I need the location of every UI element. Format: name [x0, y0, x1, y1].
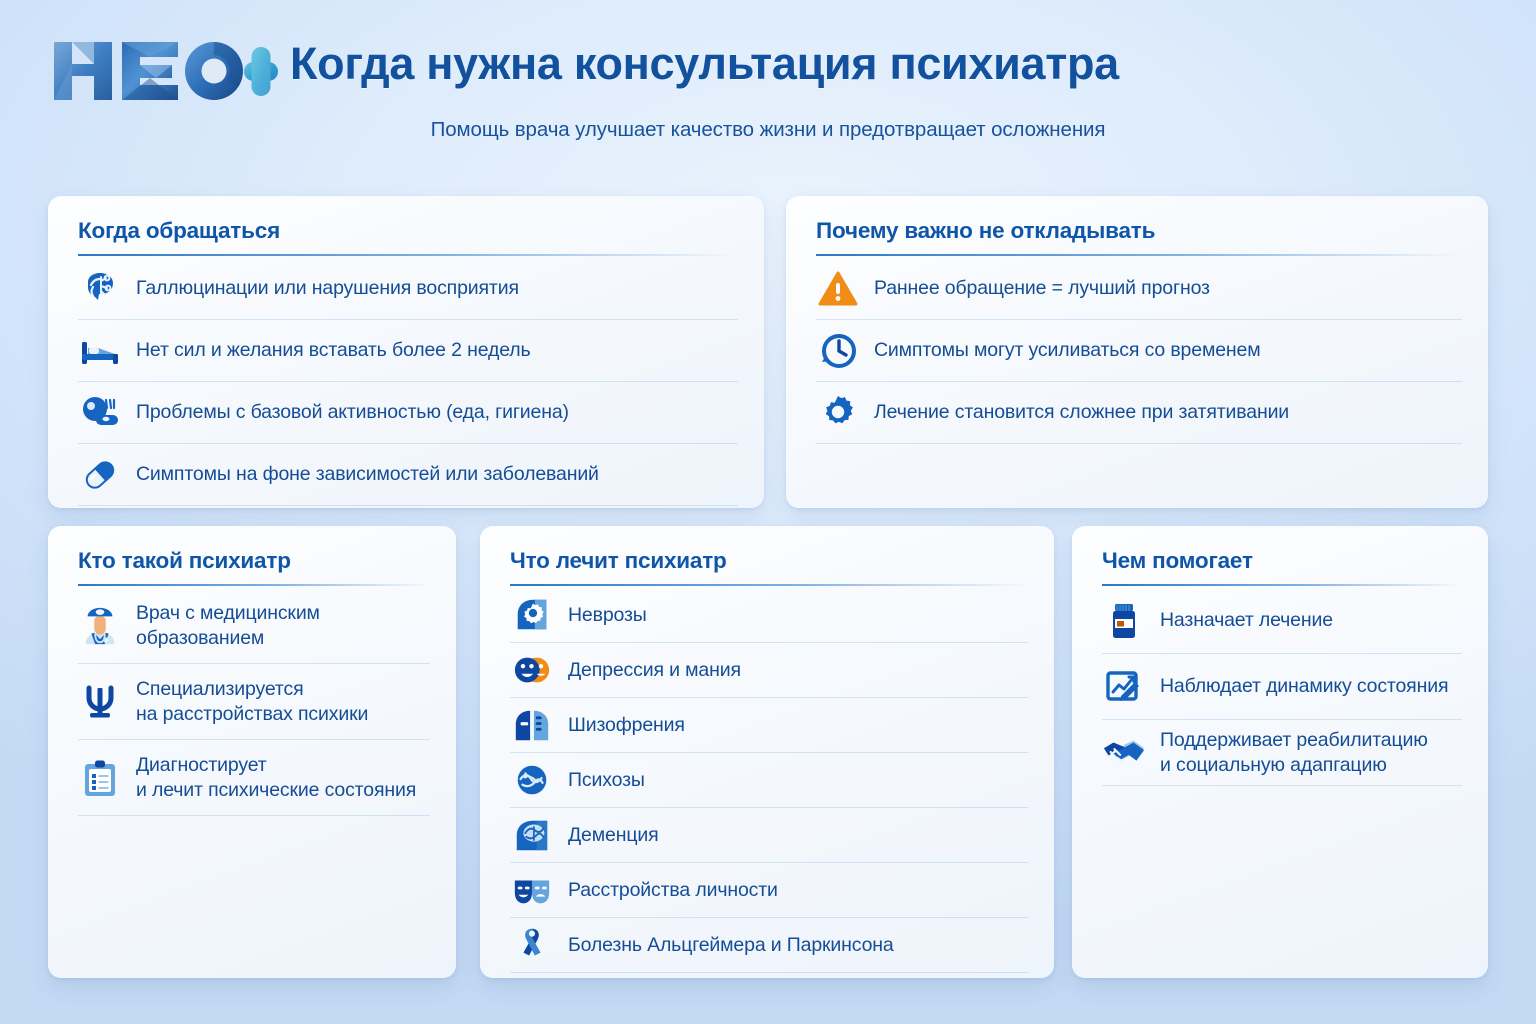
- list-item-label: Шизофрения: [568, 713, 685, 736]
- list-item-label: Деменция: [568, 823, 659, 846]
- list-item[interactable]: Галлюцинации или нарушения восприятия: [78, 258, 738, 320]
- clock-icon: [816, 329, 860, 373]
- list-item-label: Диагностирует и лечит психические состоя…: [136, 753, 417, 801]
- list-item-label: Лечение становится сложнее при затятиван…: [874, 401, 1290, 424]
- card-who-is-psychiatrist: Кто такой психиатр Врач с медицинским об…: [48, 526, 456, 978]
- page-title: Когда нужна консультация психиатра: [290, 38, 1119, 89]
- card-title-divider: [816, 254, 1462, 256]
- split-head-icon: [510, 703, 554, 747]
- warning-triangle-icon: [816, 267, 860, 311]
- neo-plus-logo-icon: [54, 42, 278, 100]
- list-item-label: Депрессия и мания: [568, 658, 741, 681]
- card-title: Чем помогает: [1102, 548, 1253, 573]
- gear-icon: [816, 391, 860, 435]
- list-item-label: Специализируется на расстройствах психик…: [136, 677, 369, 725]
- list-item[interactable]: Деменция: [510, 808, 1028, 863]
- card-how-it-helps: Чем помогает Назначает лечение: [1072, 526, 1488, 978]
- list-item[interactable]: Нет сил и желания вставать более 2 недел…: [78, 320, 738, 382]
- card-title-divider: [510, 584, 1028, 586]
- list-item-label: Врач с медицинским образованием: [136, 601, 320, 649]
- list-item[interactable]: Симптомы могут усиливаться со временем: [816, 320, 1462, 382]
- card-item-list: Галлюцинации или нарушения восприятия Не…: [78, 258, 738, 506]
- doctor-avatar-icon: [78, 604, 122, 648]
- list-item[interactable]: Проблемы с базовой активностью (еда, гиг…: [78, 382, 738, 444]
- handshake-icon: [1102, 731, 1146, 775]
- card-title-divider: [78, 584, 430, 586]
- list-item-label: Болезнь Альцгеймера и Паркинсона: [568, 933, 894, 956]
- list-item[interactable]: Специализируется на расстройствах психик…: [78, 664, 430, 740]
- list-item[interactable]: Диагностирует и лечит психические состоя…: [78, 740, 430, 816]
- brain-icon: [78, 267, 122, 311]
- card-title: Когда обращаться: [78, 218, 281, 243]
- list-item-label: Поддерживает реабилитацию и социальную а…: [1160, 728, 1428, 776]
- list-item[interactable]: Депрессия и мания: [510, 643, 1028, 698]
- card-title: Почему важно не откладывать: [816, 218, 1156, 243]
- card-when-to-seek-help: Когда обращаться Галлюцинации или наруше…: [48, 196, 764, 508]
- list-item-label: Симптомы могут усиливаться со временем: [874, 339, 1261, 362]
- list-item[interactable]: Болезнь Альцгеймера и Паркинсона: [510, 918, 1028, 973]
- two-faces-icon: [510, 648, 554, 692]
- list-item[interactable]: Неврозы: [510, 588, 1028, 643]
- bed-icon: [78, 329, 122, 373]
- card-item-list: Назначает лечение Наблюдает динамику сос…: [1102, 588, 1462, 786]
- page-subtitle: Помощь врача улучшает качество жизни и п…: [430, 118, 1106, 141]
- list-item-label: Симптомы на фоне зависимостей или заболе…: [136, 463, 599, 486]
- card-title-divider: [1102, 584, 1462, 586]
- list-item-label: Галлюцинации или нарушения восприятия: [136, 277, 519, 300]
- list-item-label: Проблемы с базовой активностью (еда, гиг…: [136, 401, 569, 424]
- list-item[interactable]: Шизофрения: [510, 698, 1028, 753]
- list-item[interactable]: Лечение становится сложнее при затятиван…: [816, 382, 1462, 444]
- card-title-divider: [78, 254, 738, 256]
- head-gear-icon: [510, 593, 554, 637]
- list-item-label: Нет сил и желания вставать более 2 недел…: [136, 339, 531, 362]
- list-item[interactable]: Расстройства личности: [510, 863, 1028, 918]
- card-title: Кто такой психиатр: [78, 548, 291, 573]
- list-item[interactable]: Раннее обращение = лучший прогноз: [816, 258, 1462, 320]
- list-item[interactable]: Симптомы на фоне зависимостей или заболе…: [78, 444, 738, 506]
- brand-logo: [48, 32, 280, 112]
- list-item-label: Неврозы: [568, 603, 647, 626]
- card-item-list: Врач с медицинским образованием Специали…: [78, 588, 430, 816]
- list-item-label: Психозы: [568, 768, 645, 791]
- awareness-ribbon-icon: [510, 923, 554, 967]
- head-brain-icon: [510, 813, 554, 857]
- card-what-psychiatrist-treats: Что лечит психиатр Неврозы: [480, 526, 1054, 978]
- list-item-label: Раннее обращение = лучший прогноз: [874, 277, 1210, 300]
- card-title: Что лечит психиатр: [510, 548, 727, 573]
- list-item-label: Расстройства личности: [568, 878, 778, 901]
- pill-icon: [78, 453, 122, 497]
- header: Когда нужна консультация психиатра Помощ…: [0, 0, 1536, 176]
- card-item-list: Неврозы Депрессия и мания: [510, 588, 1028, 973]
- chart-board-icon: [1102, 665, 1146, 709]
- card-item-list: Раннее обращение = лучший прогноз Симпто…: [816, 258, 1462, 444]
- theater-masks-icon: [510, 868, 554, 912]
- medicine-bottle-icon: [1102, 599, 1146, 643]
- list-item[interactable]: Врач с медицинским образованием: [78, 588, 430, 664]
- list-item[interactable]: Поддерживает реабилитацию и социальную а…: [1102, 720, 1462, 786]
- subtitle-row: Помощь врача улучшает качество жизни и п…: [0, 118, 1536, 142]
- list-item[interactable]: Психозы: [510, 753, 1028, 808]
- tangled-head-icon: [510, 758, 554, 802]
- list-item-label: Наблюдает динамику состояния: [1160, 675, 1449, 698]
- list-item-label: Назначает лечение: [1160, 609, 1333, 632]
- hygiene-icon: [78, 391, 122, 435]
- clipboard-icon: [78, 756, 122, 800]
- card-why-not-delay: Почему важно не откладывать Раннее обращ…: [786, 196, 1488, 508]
- psi-symbol-icon: [78, 680, 122, 724]
- list-item[interactable]: Наблюдает динамику состояния: [1102, 654, 1462, 720]
- list-item[interactable]: Назначает лечение: [1102, 588, 1462, 654]
